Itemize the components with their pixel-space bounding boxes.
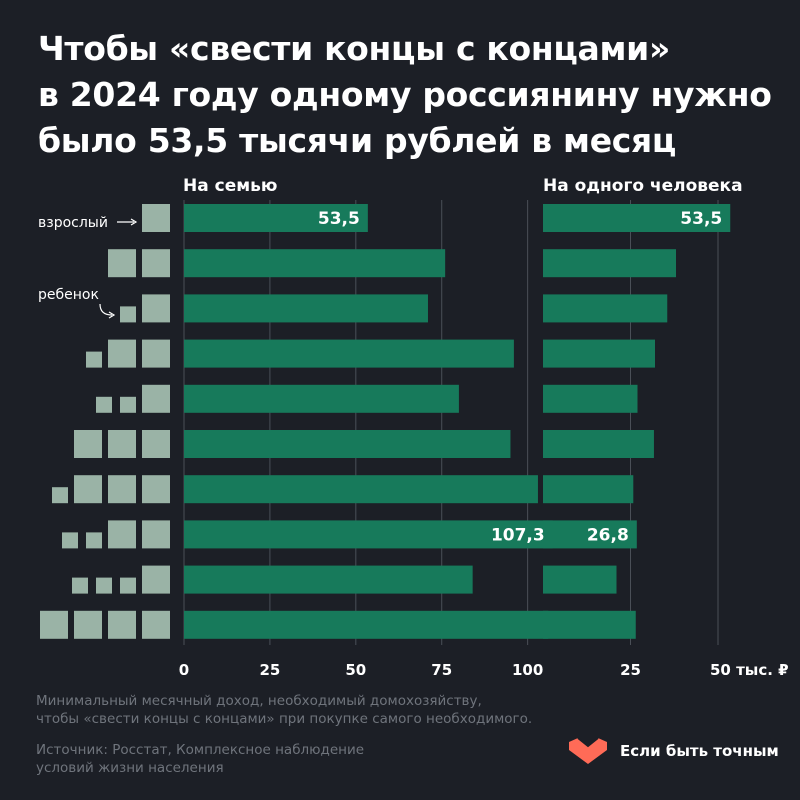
per-person-data-label: 26,8 bbox=[587, 525, 629, 545]
adult-icon bbox=[108, 339, 136, 368]
family-bar bbox=[184, 475, 538, 504]
household-icons bbox=[40, 204, 170, 639]
source-line-1: Источник: Росстат, Комплексное наблюдени… bbox=[36, 742, 365, 758]
per-person-bar bbox=[543, 294, 668, 323]
footnote-line-2: чтобы «свести концы с концами» при покуп… bbox=[36, 711, 533, 727]
adult-icon bbox=[142, 565, 170, 594]
child-icon bbox=[120, 306, 136, 323]
family-bar bbox=[184, 384, 459, 413]
adult-icon bbox=[142, 249, 170, 278]
per-person-bar bbox=[543, 249, 676, 278]
title-line-3: было 53,5 тысячи рублей в месяц bbox=[38, 121, 677, 160]
adult-icon bbox=[108, 430, 136, 458]
per-person-bar bbox=[543, 565, 617, 594]
child-icon bbox=[86, 351, 102, 368]
child-icon bbox=[52, 487, 68, 504]
family-tick-label: 0 bbox=[179, 661, 189, 679]
child-icon bbox=[120, 396, 136, 413]
title-line-2: в 2024 году одному россиянину нужно bbox=[38, 75, 772, 114]
source-line-2: условий жизни населения bbox=[36, 760, 224, 776]
family-bar bbox=[184, 249, 446, 278]
child-arrow-icon bbox=[99, 303, 116, 319]
family-tick-label: 25 bbox=[259, 661, 280, 679]
adult-icon bbox=[74, 430, 102, 458]
family-bar bbox=[184, 294, 428, 323]
family-bar bbox=[184, 520, 553, 549]
brand-name: Если быть точным bbox=[620, 742, 779, 760]
child-label: ребенок bbox=[38, 287, 99, 303]
adult-icon bbox=[108, 520, 136, 549]
adult-icon bbox=[40, 610, 68, 639]
adult-icon bbox=[142, 384, 170, 413]
family-bar bbox=[184, 610, 549, 639]
adult-icon bbox=[142, 520, 170, 549]
footnote: Минимальный месячный доход, необходимый … bbox=[36, 692, 596, 728]
adult-label: взрослый bbox=[38, 215, 108, 231]
per-person-bar bbox=[543, 430, 654, 458]
adult-icon bbox=[74, 610, 102, 639]
title-line-1: Чтобы «свести концы с концами» bbox=[38, 29, 671, 68]
adult-icon bbox=[142, 294, 170, 323]
child-icon bbox=[62, 532, 78, 549]
child-icon bbox=[72, 577, 88, 594]
chart-title: Чтобы «свести концы с концами» в 2024 го… bbox=[38, 26, 778, 164]
adult-icon bbox=[108, 475, 136, 504]
family-bar bbox=[184, 430, 511, 458]
per-person-tick-label: 50 тыс. ₽ bbox=[710, 661, 789, 679]
child-icon bbox=[120, 577, 136, 594]
family-tick-label: 50 bbox=[345, 661, 366, 679]
adult-icon bbox=[142, 430, 170, 458]
adult-icon bbox=[142, 610, 170, 639]
adult-icon bbox=[108, 610, 136, 639]
family-bar bbox=[184, 204, 368, 232]
per-person-bar bbox=[543, 339, 655, 368]
adult-icon bbox=[108, 249, 136, 278]
labels-layer: 0 25 50 75 100 25 50 тыс. ₽ 53,5 107,3 53,5 26,8 bbox=[179, 209, 789, 679]
child-icon bbox=[86, 532, 102, 549]
family-bar bbox=[184, 565, 473, 594]
family-tick-label: 75 bbox=[431, 661, 452, 679]
child-icon bbox=[96, 577, 112, 594]
family-tick-label: 100 bbox=[512, 661, 543, 679]
child-icon bbox=[96, 396, 112, 413]
family-data-label: 53,5 bbox=[318, 209, 360, 229]
per-person-bar bbox=[543, 475, 634, 504]
per-person-tick-label: 25 bbox=[620, 661, 641, 679]
heart-logo-icon bbox=[569, 737, 607, 764]
per-person-data-label: 53,5 bbox=[680, 209, 722, 229]
family-panel-title: На семью bbox=[183, 176, 278, 196]
adult-icon bbox=[142, 204, 170, 232]
adult-icon bbox=[142, 339, 170, 368]
per-person-bar bbox=[543, 610, 636, 639]
per-person-bar bbox=[543, 204, 731, 232]
adult-icon bbox=[74, 475, 102, 504]
adult-icon bbox=[142, 475, 170, 504]
footnote-line-1: Минимальный месячный доход, необходимый … bbox=[36, 693, 482, 709]
adult-arrow-icon bbox=[117, 218, 138, 226]
brand: Если быть точным bbox=[566, 736, 779, 766]
bars-layer bbox=[184, 204, 731, 639]
family-bar bbox=[184, 339, 514, 368]
family-data-label: 107,3 bbox=[491, 525, 545, 545]
per-person-panel-title: На одного человека bbox=[543, 176, 743, 196]
source-note: Источник: Росстат, Комплексное наблюдени… bbox=[36, 741, 416, 777]
per-person-bar bbox=[543, 520, 637, 549]
per-person-bar bbox=[543, 384, 638, 413]
